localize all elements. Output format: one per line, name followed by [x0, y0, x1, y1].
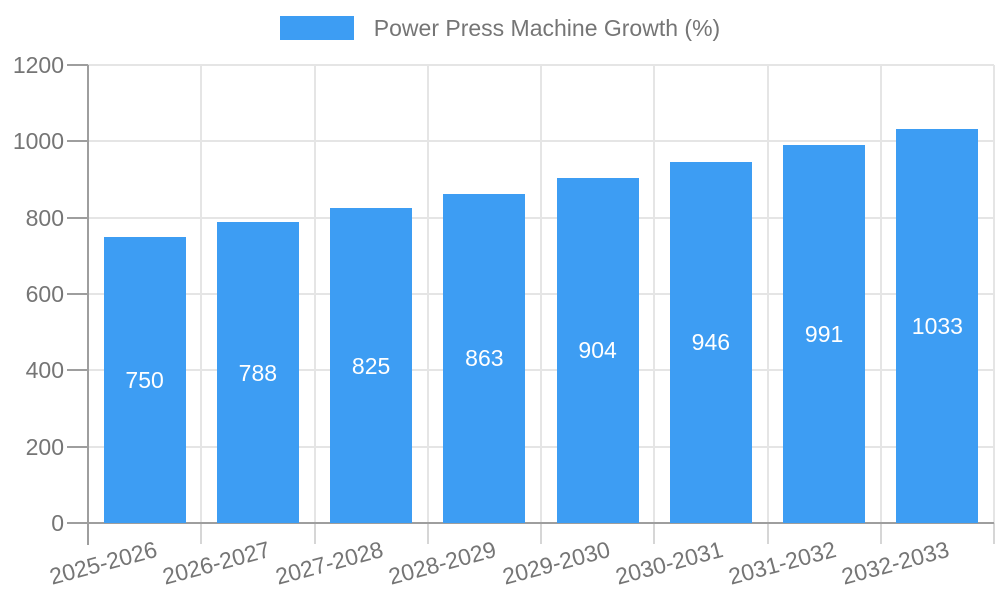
- bar: [896, 128, 979, 523]
- x-axis-tick-label: 2030-2031: [612, 536, 726, 590]
- y-axis-line: [87, 65, 89, 545]
- y-axis-tick: [67, 293, 88, 295]
- x-axis-tick-label: 2031-2032: [725, 536, 839, 590]
- bar-value-label: 991: [804, 320, 844, 347]
- gridline-vertical: [200, 65, 203, 523]
- bar: [216, 222, 299, 523]
- bar: [783, 144, 866, 523]
- x-axis-line: [88, 522, 994, 524]
- y-axis-tick-label: 600: [25, 281, 64, 307]
- bar-value-label: 825: [351, 352, 391, 379]
- gridline-vertical: [993, 65, 995, 523]
- gridline-vertical: [313, 65, 316, 523]
- bar: [443, 193, 526, 523]
- bar: [669, 161, 752, 523]
- legend-item[interactable]: Power Press Machine Growth (%): [0, 15, 1000, 41]
- bar-value-label: 788: [238, 359, 278, 386]
- x-axis-tick-label: 2028-2029: [386, 536, 500, 590]
- bar-value-label: 750: [125, 366, 164, 393]
- gridline-vertical: [540, 65, 542, 523]
- x-axis-tick-label: 2026-2027: [159, 536, 273, 590]
- y-axis-tick-label: 200: [25, 433, 64, 460]
- bar: [330, 208, 413, 523]
- gridline-vertical: [653, 65, 656, 523]
- x-axis-tick: [766, 523, 769, 544]
- y-axis-tick: [67, 216, 88, 219]
- legend-label: Power Press Machine Growth (%): [373, 15, 721, 41]
- x-axis-tick-label: 2027-2028: [272, 536, 386, 590]
- bar-value-label: 946: [691, 329, 731, 356]
- y-axis-tick-label: 0: [51, 510, 64, 536]
- y-axis-tick-label: 1000: [12, 128, 64, 155]
- x-axis-tick-label: 2025-2026: [46, 536, 160, 590]
- x-axis-tick: [426, 523, 429, 544]
- x-axis-tick: [313, 523, 316, 544]
- x-axis-tick: [540, 523, 542, 544]
- bar-value-label: 1033: [911, 312, 963, 339]
- x-axis-tick-label: 2032-2033: [839, 536, 953, 590]
- x-axis-tick: [993, 523, 995, 544]
- gridline-vertical: [766, 65, 769, 523]
- legend-swatch-icon: [279, 16, 354, 40]
- y-axis-tick: [67, 369, 88, 372]
- bar: [103, 236, 186, 523]
- y-axis-tick: [67, 445, 88, 448]
- gridline-vertical: [879, 65, 882, 523]
- bar-value-label: 863: [465, 345, 504, 372]
- y-axis-tick-label: 1200: [12, 52, 64, 78]
- y-axis-tick-label: 800: [25, 204, 64, 231]
- bar: [556, 177, 639, 523]
- y-axis-tick-label: 400: [25, 357, 64, 384]
- x-axis-tick: [653, 523, 656, 544]
- x-axis-tick: [879, 523, 882, 544]
- x-axis-tick-label: 2029-2030: [499, 536, 613, 590]
- gridline-vertical: [426, 65, 429, 523]
- bar-value-label: 904: [578, 337, 617, 364]
- y-axis-tick: [67, 64, 88, 66]
- y-axis-tick: [67, 522, 88, 524]
- y-axis-tick: [67, 140, 88, 143]
- x-axis-tick: [200, 523, 203, 544]
